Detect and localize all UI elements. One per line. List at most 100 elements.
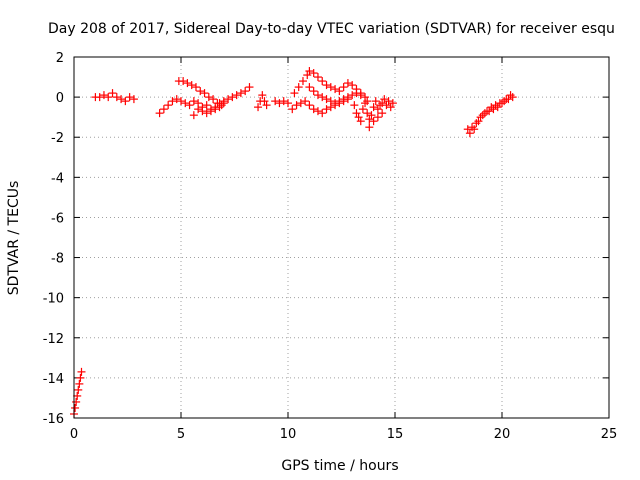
data-point [155, 109, 164, 118]
data-point [191, 83, 200, 92]
data-point [506, 91, 515, 100]
data-point [358, 105, 367, 114]
data-point [356, 91, 365, 100]
data-point [500, 97, 509, 106]
x-tick-label: 25 [601, 427, 618, 442]
data-point [508, 93, 517, 102]
data-point [356, 117, 365, 126]
data-point [339, 83, 348, 92]
data-point [258, 91, 267, 100]
data-point [331, 99, 340, 108]
tick-marks [73, 56, 610, 419]
data-point [254, 103, 263, 112]
data-point [305, 83, 314, 92]
data-point [121, 97, 130, 106]
data-point [380, 95, 389, 104]
data-point [275, 99, 284, 108]
data-point [470, 125, 479, 134]
data-point [313, 91, 322, 100]
data-point [367, 111, 376, 120]
data-point [290, 89, 299, 98]
data-point [262, 101, 271, 110]
data-point [305, 67, 314, 76]
data-point [305, 101, 314, 110]
data-point [309, 87, 318, 96]
data-point [489, 105, 498, 114]
data-point [211, 105, 220, 114]
data-point [200, 89, 209, 98]
data-point [303, 71, 312, 80]
data-point [480, 109, 489, 118]
data-point [378, 99, 387, 108]
data-point [476, 113, 485, 122]
data-point [194, 105, 203, 114]
data-point [465, 129, 474, 138]
y-tick-label: -6 [51, 211, 64, 226]
data-point [363, 97, 372, 106]
data-point [384, 97, 393, 106]
data-point [343, 93, 352, 102]
data-point [294, 83, 303, 92]
data-point [352, 109, 361, 118]
data-point [309, 69, 318, 78]
data-point [318, 109, 327, 118]
data-point [326, 83, 335, 92]
x-tick-label: 5 [177, 427, 185, 442]
data-point [386, 103, 395, 112]
y-tick-label: -2 [51, 131, 64, 146]
data-point [354, 113, 363, 122]
data-point [260, 97, 269, 106]
data-point [71, 403, 80, 412]
data-point [313, 107, 322, 116]
y-tick-label: 2 [56, 51, 64, 66]
y-tick-label: -10 [43, 292, 64, 307]
x-axis-label: GPS time / hours [281, 458, 398, 474]
data-point [189, 97, 198, 106]
data-point [478, 111, 487, 120]
data-point [164, 101, 173, 110]
data-point [348, 81, 357, 90]
data-point [382, 101, 391, 110]
data-point [236, 89, 245, 98]
data-point [76, 373, 85, 382]
data-point [296, 99, 305, 108]
data-point [313, 73, 322, 82]
data-point [202, 109, 211, 118]
data-point [284, 99, 292, 108]
data-points [70, 67, 517, 418]
data-point [95, 93, 104, 102]
data-point [288, 105, 297, 114]
data-point [204, 93, 213, 102]
data-point [209, 95, 218, 104]
data-point [322, 81, 331, 90]
data-point [322, 105, 331, 114]
y-tick-label: -4 [51, 171, 64, 186]
data-point [125, 93, 134, 102]
y-tick-label: -12 [43, 332, 64, 347]
data-point [202, 101, 211, 110]
data-point [187, 81, 196, 90]
data-point [343, 79, 352, 88]
data-point [318, 77, 327, 86]
data-point [241, 87, 250, 96]
data-point [228, 93, 237, 102]
data-point [483, 107, 492, 116]
grid-lines [74, 57, 609, 418]
data-point [350, 101, 359, 110]
data-point [279, 97, 288, 106]
x-tick-label: 10 [280, 427, 297, 442]
y-tick-label: -14 [43, 372, 64, 387]
data-point [224, 95, 233, 104]
data-point [363, 109, 372, 118]
data-point [326, 97, 335, 106]
data-point [495, 99, 504, 108]
data-point [388, 99, 397, 108]
data-point [168, 97, 177, 106]
data-point [206, 107, 215, 116]
data-point [373, 105, 382, 114]
data-point [487, 103, 496, 112]
data-point [179, 77, 188, 86]
data-point [301, 97, 310, 106]
data-point [129, 95, 138, 104]
